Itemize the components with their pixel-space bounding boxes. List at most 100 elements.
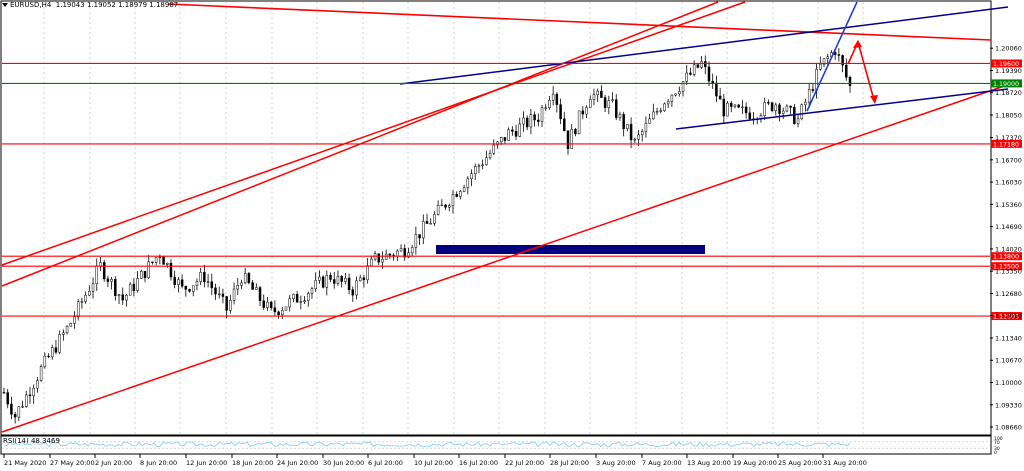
candle-body: [50, 347, 54, 358]
candle-body: [114, 279, 117, 296]
blue-steep-trendline[interactable]: [806, 1, 858, 112]
candle-body: [429, 223, 432, 225]
candle-body: [162, 256, 165, 265]
candle-body: [778, 104, 781, 114]
red-descending-trendline[interactable]: [167, 3, 992, 41]
candle-body: [589, 99, 592, 108]
candle-body: [533, 114, 536, 121]
candle-body: [466, 178, 470, 188]
candle-body: [611, 99, 614, 101]
candle-body: [767, 102, 770, 104]
candle-body: [403, 248, 406, 258]
candle-body: [255, 287, 258, 290]
projection-arrow-path[interactable]: [847, 39, 875, 101]
candle-body: [425, 221, 429, 224]
candle-body: [377, 253, 381, 263]
candle-body: [737, 104, 740, 108]
blue-lower-trendline[interactable]: [675, 88, 1009, 130]
candle-body: [540, 107, 544, 122]
candle-body: [281, 309, 284, 316]
blue-upper-trendline[interactable]: [399, 6, 1009, 85]
candle-body: [637, 134, 640, 140]
candle-body: [529, 114, 533, 128]
candle-body: [473, 166, 477, 174]
candle-body: [819, 63, 822, 70]
rsi-pane-frame: [0, 435, 992, 455]
candle-body: [273, 307, 277, 313]
horizontal-levels[interactable]: 1.19600 1.19000 1.17180 1.13800 1.13500 1.120…: [2, 59, 1022, 321]
time-tick-label: 10 Jul 20:00: [414, 459, 453, 467]
candle-body: [503, 137, 507, 141]
red-channel-line-1[interactable]: [1, 1, 746, 266]
candle-body: [147, 261, 150, 279]
candle-body: [336, 275, 340, 284]
candle-body: [770, 102, 774, 111]
candle-body: [492, 144, 496, 154]
red-channel-line-lower[interactable]: [1, 83, 1011, 433]
candle-body: [681, 81, 685, 92]
ohlc-values: 1.19043 1.19052 1.18979 1.18987: [55, 1, 179, 9]
candle-body: [689, 72, 692, 75]
trend-drawings[interactable]: [1, 1, 1011, 433]
candle-body: [247, 273, 251, 283]
candle-body: [191, 285, 195, 292]
candle-body: [518, 123, 522, 137]
candle-body: [84, 294, 87, 302]
candle-body: [585, 107, 588, 115]
candle-body: [355, 280, 358, 296]
projection-arrow-down-head: [870, 95, 878, 104]
candle-body: [733, 104, 737, 107]
candle-body: [396, 250, 399, 257]
candle-body: [347, 277, 351, 290]
candle-body: [692, 64, 696, 75]
candle-body: [2, 392, 6, 394]
candle-body: [125, 294, 128, 301]
candle-body: [525, 117, 529, 128]
candle-body: [626, 124, 629, 129]
candle-body: [307, 293, 310, 301]
candle-body: [848, 77, 852, 86]
candle-body: [581, 110, 585, 115]
candle-body: [28, 394, 32, 397]
candle-body: [726, 102, 729, 117]
candle-body: [203, 272, 206, 283]
candlesticks: [2, 48, 852, 424]
candle-body: [730, 102, 733, 107]
candle-body: [76, 301, 80, 318]
candle-body: [277, 311, 280, 316]
candle-body: [199, 272, 202, 282]
candle-body: [789, 105, 792, 108]
level-price-label: 1.19000: [993, 81, 1019, 88]
candle-body: [559, 104, 562, 120]
level-price-badge: [991, 252, 1022, 261]
candle-body: [132, 283, 136, 291]
price-tick-label: 1.14020: [995, 245, 1022, 253]
candle-body: [462, 187, 466, 192]
candle-body: [774, 104, 778, 111]
time-tick-label: 31 Aug 20:00: [823, 459, 867, 467]
candle-body: [622, 114, 625, 129]
candle-body: [229, 300, 232, 311]
price-tick-label: 1.16700: [995, 156, 1022, 164]
rsi-label: RSI(14) 48.3469: [3, 437, 60, 445]
rsi-line: [3, 441, 851, 448]
symbol-header: EURUSD,H4 1.19043 1.19052 1.18979 1.1898…: [2, 1, 178, 9]
candle-body: [288, 298, 291, 308]
candle-body: [310, 288, 314, 294]
candle-body: [444, 204, 447, 208]
price-tick-label: 1.11340: [995, 334, 1022, 342]
candle-body: [548, 100, 551, 109]
candle-body: [236, 285, 240, 290]
candle-body: [154, 257, 158, 263]
candle-body: [722, 98, 726, 117]
price-tick-label: 1.14690: [995, 223, 1022, 231]
demand-zone-box[interactable]: [436, 245, 705, 254]
candle-body: [180, 279, 184, 287]
candle-body: [121, 294, 124, 301]
candle-body: [407, 252, 410, 258]
candle-body: [511, 129, 514, 132]
level-price-badge: [991, 59, 1022, 68]
price-tick-label: 1.18050: [995, 111, 1022, 119]
